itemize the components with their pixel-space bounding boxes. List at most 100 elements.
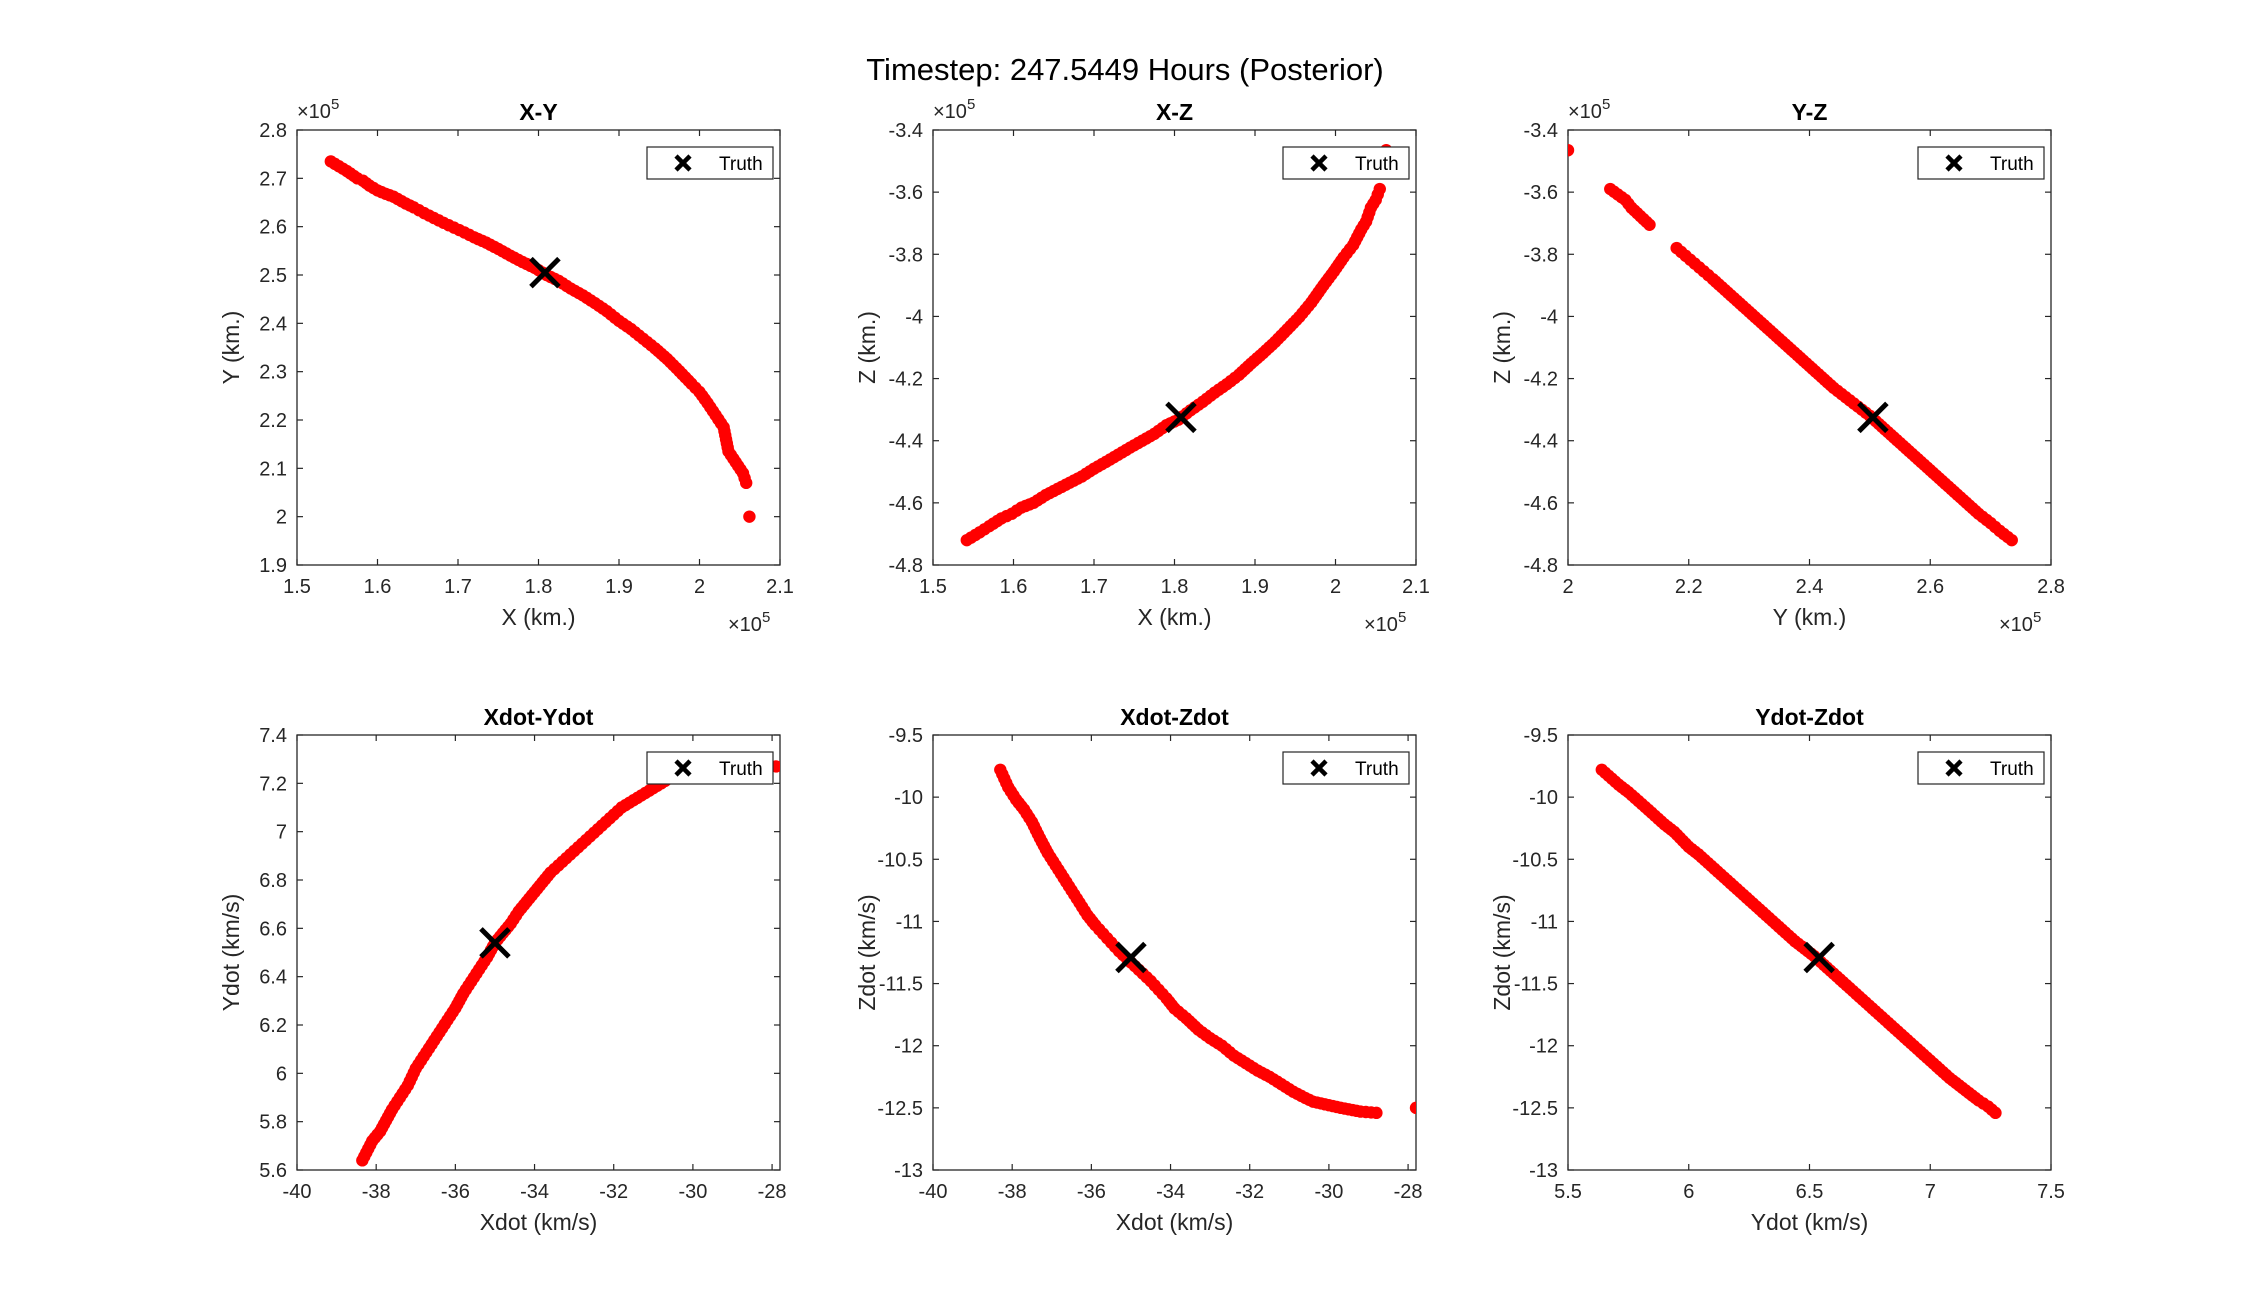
panel-title: Xdot-Ydot xyxy=(484,704,594,730)
x-tick-label: -38 xyxy=(362,1181,391,1203)
truth-marker xyxy=(529,256,561,289)
y-tick-label: -4.6 xyxy=(1524,493,1558,515)
x-tick-label: -40 xyxy=(919,1181,948,1203)
x-exponent: 5 xyxy=(1398,609,1406,626)
y-tick-label: -3.4 xyxy=(1524,120,1558,142)
sample-point xyxy=(1568,143,1575,157)
x-tick-label: 1.6 xyxy=(364,576,392,598)
x-tick-label: 2.2 xyxy=(1675,576,1703,598)
legend-label: Truth xyxy=(1355,759,1399,780)
panel-6: Ydot-Zdot 5.5 6 6.5 7 7.5 -13 -12.5 -12 -11.5 -11 -… xyxy=(1489,704,2065,1235)
x-tick-label: 1.9 xyxy=(1241,576,1269,598)
sample-point xyxy=(1409,1101,1416,1115)
panel-5: Xdot-Zdot -40 -38 -36 -34 -32 -30 -28 -13 -12.5 -1… xyxy=(854,704,1423,1235)
sample-point xyxy=(1643,218,1656,231)
legend: Truth xyxy=(1917,751,2045,785)
y-exponent-label: ×105 xyxy=(1568,96,1610,123)
y-tick-label: -12 xyxy=(894,1036,923,1058)
truth-marker xyxy=(479,927,511,959)
y-tick-label: 2.6 xyxy=(259,217,287,239)
y-tick-label: 6.8 xyxy=(259,870,287,892)
y-tick-label: -4.2 xyxy=(889,369,923,391)
axes-box xyxy=(932,129,1417,566)
legend-truth-icon xyxy=(1310,154,1328,172)
y-tick-label: 2.1 xyxy=(259,458,287,480)
y-tick-label: 6.6 xyxy=(259,918,287,940)
y-tick-label: 2.2 xyxy=(259,410,287,432)
x-tick-label: 7.5 xyxy=(2037,1181,2065,1203)
y-tick-label: 6.4 xyxy=(259,967,287,989)
y-tick-label: -10 xyxy=(894,787,923,809)
x-axis-label: Xdot (km/s) xyxy=(480,1209,598,1235)
y-axis-label: Z (km.) xyxy=(1489,311,1515,384)
x-tick-label: -32 xyxy=(599,1181,628,1203)
y-tick-label: -3.4 xyxy=(889,120,923,142)
sample-point xyxy=(743,510,756,523)
x-tick-label: 2.1 xyxy=(1402,576,1430,598)
y-tick-label: -12.5 xyxy=(877,1098,923,1120)
y-axis-label: Y (km.) xyxy=(218,311,244,385)
x-tick-label: 1.7 xyxy=(444,576,472,598)
panel-1: X-Y 1.5 1.6 1.7 1.8 1.9 2 2.1 1.9 2 2.1 2.2 2.3 2.4 2.… xyxy=(218,96,794,636)
x-tick-label: 2.8 xyxy=(2037,576,2065,598)
panel-title: X-Z xyxy=(1156,99,1193,125)
y-tick-label: -10.5 xyxy=(877,849,923,871)
x-axis-label: X (km.) xyxy=(501,604,575,630)
y-tick-label: 5.8 xyxy=(259,1112,287,1134)
x-tick-label: 2.4 xyxy=(1796,576,1824,598)
x-exponent: 5 xyxy=(762,609,770,626)
x-exponent-label: ×105 xyxy=(1999,609,2041,636)
x-tick-label: 2 xyxy=(694,576,705,598)
y-tick-label: 7 xyxy=(276,822,287,844)
y-tick-label: -4.2 xyxy=(1524,369,1558,391)
panel-4: Xdot-Ydot -40 -38 -36 -34 -32 -30 -28 5.6 5.8 6 6.2… xyxy=(218,704,787,1235)
y-tick-label: 2.4 xyxy=(259,313,287,335)
x-tick-label: -30 xyxy=(1314,1181,1343,1203)
panel-title: Ydot-Zdot xyxy=(1755,704,1864,730)
posterior-samples xyxy=(1595,763,2002,1120)
y-tick-label: -3.8 xyxy=(1524,244,1558,266)
y-exponent: 5 xyxy=(1602,96,1610,113)
x-axis-label: X (km.) xyxy=(1137,604,1211,630)
posterior-samples xyxy=(1568,143,2018,547)
sample-point xyxy=(2005,533,2018,547)
axes-box xyxy=(296,734,781,1171)
x-tick-label: 5.5 xyxy=(1554,1181,1582,1203)
legend-truth-icon xyxy=(1310,759,1328,777)
x-tick-label: -36 xyxy=(441,1181,470,1203)
legend-label: Truth xyxy=(719,759,763,780)
panel-title: X-Y xyxy=(519,99,557,125)
x-tick-label: 6.5 xyxy=(1796,1181,1824,1203)
y-tick-label: 7.4 xyxy=(259,725,287,747)
y-tick-label: 6.2 xyxy=(259,1015,287,1037)
x-tick-label: -40 xyxy=(283,1181,312,1203)
figure-title: Timestep: 247.5449 Hours (Posterior) xyxy=(866,52,1383,87)
y-tick-label: -4 xyxy=(905,306,923,328)
x-tick-label: 2 xyxy=(1330,576,1341,598)
x-tick-label: -28 xyxy=(758,1181,787,1203)
y-tick-label: 2 xyxy=(276,507,287,529)
x-tick-label: 1.8 xyxy=(525,576,553,598)
y-tick-label: 1.9 xyxy=(259,555,287,577)
truth-marker xyxy=(1165,401,1197,434)
truth-marker xyxy=(1803,941,1835,974)
x-tick-label: -34 xyxy=(520,1181,549,1203)
legend-label: Truth xyxy=(1990,759,2034,780)
x-exponent: 5 xyxy=(2033,609,2041,626)
y-tick-label: -11.5 xyxy=(879,974,923,996)
axes-box xyxy=(296,129,781,566)
panel-title: Y-Z xyxy=(1792,99,1828,125)
axes-box xyxy=(1567,129,2052,566)
x-tick-label: 2 xyxy=(1562,576,1573,598)
truth-marker xyxy=(1857,401,1889,434)
sample-point xyxy=(1373,182,1386,196)
y-axis-label: Ydot (km/s) xyxy=(218,894,244,1012)
y-tick-label: 2.3 xyxy=(259,362,287,384)
y-tick-label: -4.4 xyxy=(1524,431,1558,453)
panel-3: Y-Z 2 2.2 2.4 2.6 2.8 -4.8 -4.6 -4.4 -4.2 -4 -3.8 -3… xyxy=(1489,96,2065,636)
legend-label: Truth xyxy=(1355,154,1399,175)
axes-box xyxy=(932,734,1417,1171)
y-tick-label: -13 xyxy=(894,1160,923,1182)
x-tick-label: 2.1 xyxy=(766,576,794,598)
